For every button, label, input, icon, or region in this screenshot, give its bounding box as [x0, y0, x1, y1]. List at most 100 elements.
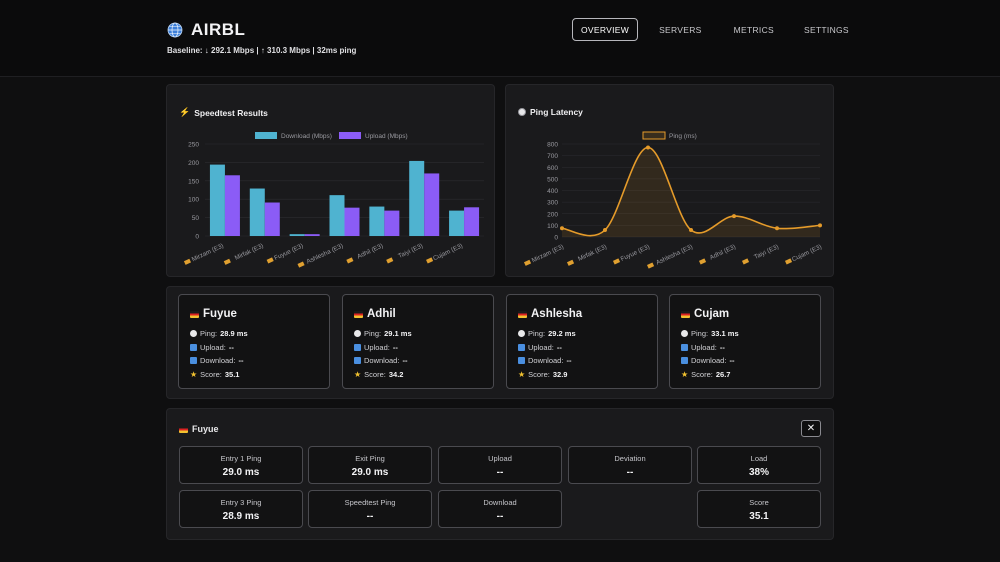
- close-button[interactable]: ✕: [801, 420, 821, 437]
- nav-overview[interactable]: OVERVIEW: [572, 18, 639, 41]
- x-tick-group: Mirzam (E3): [183, 242, 225, 265]
- score-label: Score:: [528, 370, 550, 379]
- flag-icon: [523, 259, 532, 266]
- server-name: Cujam: [694, 308, 730, 320]
- brand: AIRBL: [167, 20, 245, 40]
- stopwatch-icon: [681, 330, 688, 337]
- metric-tile: Entry 1 Ping 29.0 ms: [179, 446, 303, 484]
- metric-label: Score: [749, 498, 769, 507]
- bar: [344, 207, 360, 236]
- x-tick-label: Mirzam (E3): [531, 243, 565, 264]
- star-icon: ★: [681, 370, 689, 379]
- ping-row: Ping: 29.1 ms: [354, 329, 412, 338]
- ping-point: [646, 145, 650, 150]
- y-tick-label: 0: [554, 235, 558, 242]
- upload-row: Upload: --: [354, 343, 398, 352]
- ping-value: 33.1 ms: [711, 329, 739, 338]
- flag-icon: [183, 258, 192, 265]
- score-label: Score:: [200, 370, 222, 379]
- server-card[interactable]: Adhil Ping: 29.1 ms Upload: -- Download:…: [342, 294, 494, 389]
- x-tick-group: Adhil (E3): [698, 243, 737, 265]
- ping-value: 28.9 ms: [220, 329, 248, 338]
- metric-tile: Entry 3 Ping 28.9 ms: [179, 490, 303, 528]
- flag-icon: [223, 258, 231, 265]
- stopwatch-icon: [518, 330, 525, 337]
- flag-icon: [386, 257, 394, 264]
- ping-point: [603, 228, 607, 233]
- bar: [424, 173, 440, 236]
- x-tick-label: Mirzam (E3): [191, 242, 225, 263]
- bar: [369, 206, 385, 236]
- detail-title: Fuyue: [179, 424, 219, 434]
- download-value: --: [238, 356, 244, 365]
- ping-label: Ping:: [528, 329, 546, 338]
- speedtest-bar-chart: 0 50 100 150 200 250 Mirzam (E3) Mirfak (E3) Fuy…: [183, 132, 484, 268]
- x-tick-group: Ashlesha (E3): [646, 243, 694, 269]
- stopwatch-icon: [190, 330, 197, 337]
- ping-line-chart: 0 100 200 300 400 500 600 700 800 Mirzam (E3) Mirf…: [523, 131, 823, 269]
- metric-label: Speedtest Ping: [344, 498, 396, 507]
- ping-row: Ping: 33.1 ms: [681, 329, 739, 338]
- ping-label: Ping:: [364, 329, 382, 338]
- server-card[interactable]: Ashlesha Ping: 29.2 ms Upload: -- Downlo…: [506, 294, 658, 389]
- metric-tile: Exit Ping 29.0 ms: [308, 446, 432, 484]
- server-card[interactable]: Cujam Ping: 33.1 ms Upload: -- Download:…: [669, 294, 821, 389]
- x-tick-group: Fuyue (E3): [612, 243, 651, 265]
- ping-area: [562, 147, 820, 237]
- x-tick-group: Mirfak (E3): [223, 242, 265, 265]
- bar: [409, 160, 425, 236]
- server-card[interactable]: Fuyue Ping: 28.9 ms Upload: -- Download:…: [178, 294, 330, 389]
- server-detail-panel: Fuyue ✕ Entry 1 Ping 29.0 ms Exit Ping 29…: [166, 408, 834, 540]
- download-arrow-icon: [518, 357, 525, 364]
- upload-value: --: [392, 343, 398, 352]
- metric-value: 29.0 ms: [351, 467, 389, 478]
- flag-icon: [266, 257, 274, 264]
- download-row: Download: --: [518, 356, 571, 365]
- x-tick-group: Taiyi (E3): [386, 242, 424, 264]
- nav-servers[interactable]: SERVERS: [659, 24, 702, 35]
- server-card-name: Fuyue: [190, 308, 237, 320]
- ping-label: Ping:: [200, 329, 218, 338]
- x-tick-group: Fuyue (E3): [266, 242, 304, 264]
- nav-settings[interactable]: SETTINGS: [804, 24, 849, 35]
- upload-arrow-icon: [190, 344, 197, 351]
- bar: [289, 234, 305, 236]
- server-name: Adhil: [367, 308, 396, 320]
- metric-value: 35.1: [749, 511, 769, 522]
- bar: [264, 202, 280, 236]
- flag-icon: [426, 257, 434, 264]
- ping-value: 29.2 ms: [548, 329, 576, 338]
- detail-server-name: Fuyue: [192, 424, 219, 434]
- y-tick-label: 250: [188, 142, 199, 149]
- score-value: 35.1: [224, 370, 240, 379]
- upload-value: --: [719, 343, 725, 352]
- flag-icon: [681, 310, 690, 318]
- globe-icon: [167, 22, 183, 38]
- y-tick-label: 200: [188, 160, 199, 167]
- upload-arrow-icon: [518, 344, 525, 351]
- score-row: ★ Score: 26.7: [681, 370, 730, 379]
- legend-swatch: [255, 132, 277, 139]
- server-name: Ashlesha: [531, 308, 583, 320]
- y-tick-label: 500: [547, 176, 558, 183]
- nav-metrics[interactable]: METRICS: [733, 24, 774, 35]
- metric-tile: Download --: [438, 490, 562, 528]
- metric-label: Load: [750, 454, 768, 463]
- score-row: ★ Score: 34.2: [354, 370, 403, 379]
- y-tick-label: 300: [547, 200, 558, 207]
- server-card-name: Ashlesha: [518, 308, 582, 320]
- metric-label: Download: [483, 498, 517, 507]
- y-tick-label: 600: [547, 165, 558, 172]
- legend-swatch: [642, 131, 666, 140]
- top-header: AIRBL Baseline: ↓ 292.1 Mbps | ↑ 310.3 M…: [0, 0, 1000, 77]
- x-tick-group: Ashlesha (E3): [297, 242, 344, 268]
- y-tick-label: 200: [547, 211, 558, 218]
- download-value: --: [729, 356, 735, 365]
- metric-label: Exit Ping: [355, 454, 385, 463]
- x-tick-label: Fuyue (E3): [620, 243, 651, 263]
- legend-label: Download (Mbps): [281, 133, 332, 140]
- ping-point: [560, 226, 564, 231]
- metric-value: --: [496, 511, 504, 522]
- download-arrow-icon: [354, 357, 361, 364]
- score-row: ★ Score: 32.9: [518, 370, 567, 379]
